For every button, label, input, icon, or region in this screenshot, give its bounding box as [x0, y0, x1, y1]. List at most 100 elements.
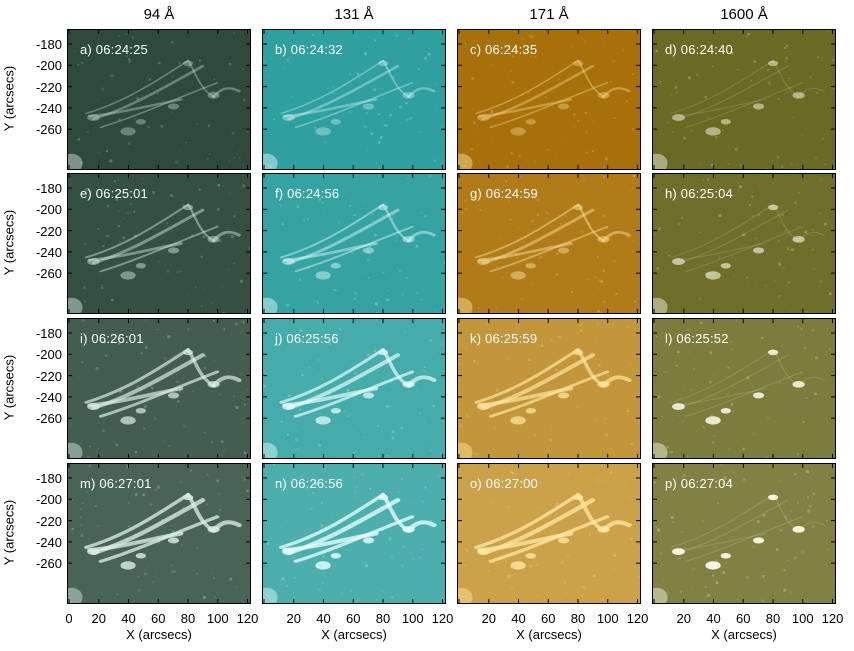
x-tick-label: 80 [570, 611, 586, 626]
x-tick-label: 100 [791, 611, 814, 626]
y-tick-label: -260 [35, 266, 62, 282]
panel-label: a) 06:24:25 [80, 42, 148, 57]
image-panel: j) 06:25:56 [262, 318, 446, 459]
image-panel: f) 06:24:56 [262, 173, 446, 314]
y-axis-label: Y (arcsecs) [1, 499, 17, 566]
x-tick-label: 60 [736, 611, 751, 626]
image-panel: i) 06:26:01 [67, 318, 251, 459]
x-tick-label: 60 [541, 611, 556, 626]
noise-texture [70, 178, 250, 313]
y-tick-label: -260 [35, 411, 62, 427]
panel-label: h) 06:25:04 [665, 186, 733, 201]
x-tick-label: 0 [65, 611, 73, 626]
y-tick-label: -200 [35, 347, 62, 363]
solar-image [653, 30, 835, 169]
x-tick-label: 80 [765, 611, 781, 626]
y-tick-label: -260 [35, 556, 62, 572]
noise-texture [653, 464, 830, 602]
panel-label: l) 06:25:52 [665, 331, 729, 346]
panel-label: e) 06:25:01 [80, 186, 148, 201]
image-panel: c) 06:24:35 [457, 29, 641, 170]
image-panel: b) 06:24:32 [262, 29, 446, 170]
solar-image [653, 464, 835, 603]
solar-image [653, 319, 835, 458]
column-title: 131 Å [334, 6, 374, 23]
y-tick-label: -200 [35, 58, 62, 74]
image-panel: h) 06:25:04 [652, 173, 836, 314]
solar-image [263, 319, 445, 458]
x-tick-label: 20 [481, 611, 496, 626]
y-tick-label: -260 [35, 122, 62, 138]
solar-image [68, 319, 250, 458]
panel-label: b) 06:24:32 [275, 42, 343, 57]
noise-texture [460, 32, 639, 168]
noise-texture [461, 174, 637, 313]
y-tick-label: -180 [35, 326, 62, 341]
x-axis-label: X (arcsecs) [126, 627, 192, 642]
y-tick-label: -240 [35, 244, 62, 260]
noise-texture [68, 32, 249, 164]
x-tick-label: 40 [511, 611, 526, 626]
y-tick-label: -180 [35, 37, 62, 52]
y-axis-label: Y (arcsecs) [1, 65, 17, 132]
y-tick-label: -220 [35, 368, 62, 384]
image-panel: p) 06:27:04 [652, 463, 836, 604]
column-title: 171 Å [529, 6, 569, 23]
x-axis-label: X (arcsecs) [516, 627, 582, 642]
y-tick-label: -180 [35, 471, 62, 486]
panel-label: c) 06:24:35 [470, 42, 538, 57]
noise-texture [71, 464, 249, 600]
noise-texture [264, 174, 445, 311]
solar-image [458, 319, 640, 458]
x-tick-label: 20 [676, 611, 691, 626]
solar-image [263, 464, 445, 603]
image-panel: m) 06:27:01 [67, 463, 251, 604]
x-tick-label: 100 [401, 611, 424, 626]
solar-image [68, 30, 250, 169]
y-axis-label: Y (arcsecs) [1, 354, 17, 421]
panel-label: f) 06:24:56 [275, 186, 340, 201]
y-tick-label: -200 [35, 202, 62, 218]
noise-texture [70, 319, 249, 458]
x-tick-label: 80 [375, 611, 391, 626]
noise-texture [655, 30, 835, 169]
image-panel: g) 06:24:59 [457, 173, 641, 314]
image-panel: e) 06:25:01 [67, 173, 251, 314]
panel-label: d) 06:24:40 [665, 42, 733, 57]
x-tick-label: 100 [596, 611, 619, 626]
noise-texture [654, 178, 835, 313]
panel-label: g) 06:24:59 [470, 186, 538, 201]
panel-label: m) 06:27:01 [80, 476, 152, 491]
panel-label: o) 06:27:00 [470, 476, 538, 491]
image-panel: n) 06:26:56 [262, 463, 446, 604]
x-tick-label: 40 [121, 611, 136, 626]
solar-image [653, 174, 835, 313]
x-tick-label: 100 [206, 611, 229, 626]
x-tick-label: 40 [706, 611, 721, 626]
image-panel: k) 06:25:59 [457, 318, 641, 459]
x-tick-label: 20 [91, 611, 106, 626]
panel-label: i) 06:26:01 [80, 331, 144, 346]
noise-texture [464, 468, 640, 603]
noise-texture [263, 328, 444, 458]
y-axis-label: Y (arcsecs) [1, 209, 17, 276]
solar-image [68, 174, 250, 313]
x-tick-label: 80 [180, 611, 196, 626]
panel-label: n) 06:26:56 [275, 476, 343, 491]
y-tick-label: -240 [35, 100, 62, 116]
y-tick-label: -220 [35, 513, 62, 529]
solar-image [458, 174, 640, 313]
panel-label: k) 06:25:59 [470, 331, 538, 346]
x-axis-label: X (arcsecs) [321, 627, 387, 642]
x-tick-label: 20 [286, 611, 301, 626]
solar-image [68, 464, 250, 603]
y-tick-label: -220 [35, 79, 62, 95]
x-tick-label: 60 [346, 611, 361, 626]
noise-texture [264, 464, 444, 600]
y-tick-label: -240 [35, 534, 62, 550]
panel-label: j) 06:25:56 [275, 331, 339, 346]
column-title: 94 Å [143, 6, 175, 23]
noise-texture [655, 321, 832, 458]
y-tick-label: -220 [35, 223, 62, 239]
x-tick-label: 120 [431, 611, 454, 626]
